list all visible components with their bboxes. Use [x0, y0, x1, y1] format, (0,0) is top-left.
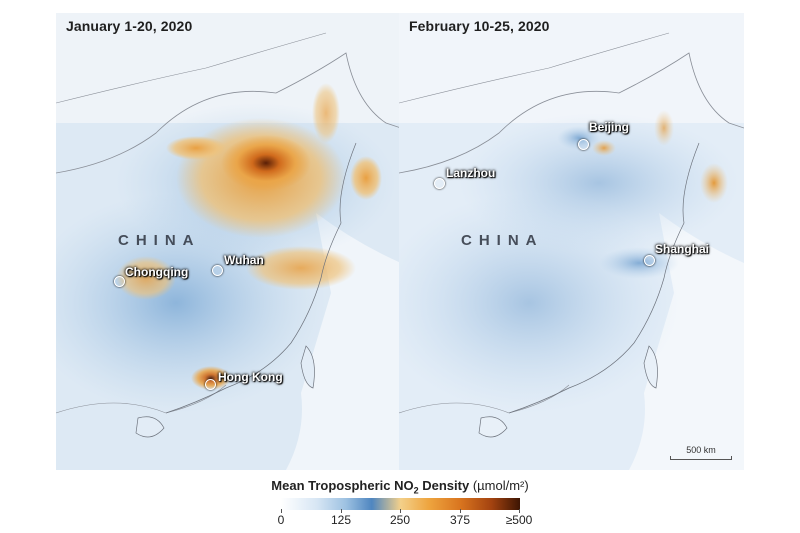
legend-tickmark	[460, 509, 461, 513]
city-marker-wuhan	[212, 265, 223, 276]
city-marker-lanzhou	[434, 178, 445, 189]
legend-tick-label: 125	[330, 513, 352, 527]
no2-map-february	[399, 13, 744, 470]
legend-tick-label: ≥500	[505, 513, 533, 527]
pollution-area-beijing	[592, 140, 616, 156]
city-marker-shanghai	[644, 255, 655, 266]
legend-title-subscript: 2	[413, 485, 419, 496]
city-label-shanghai: Shanghai	[655, 242, 710, 256]
pollution-area-seoul	[700, 163, 728, 203]
color-legend: Mean Tropospheric NO2 Density (µmol/m²) …	[0, 475, 800, 533]
coastline	[165, 142, 357, 414]
legend-tickmark	[400, 509, 401, 513]
legend-title-main: Mean Tropospheric NO	[271, 478, 414, 493]
legend-tickmark	[519, 509, 520, 513]
legend-tickmark	[281, 509, 282, 513]
legend-units: (µmol/m²)	[472, 478, 529, 493]
legend-title: Mean Tropospheric NO2 Density (µmol/m²)	[0, 478, 800, 496]
city-label-chongqing: Chongqing	[125, 265, 189, 279]
city-marker-beijing	[578, 139, 589, 150]
city-marker-chongqing	[114, 276, 125, 287]
island-hainan	[478, 416, 508, 438]
border-line	[399, 52, 744, 174]
legend-tick-label: 0	[277, 513, 285, 527]
city-marker-hong-kong	[205, 379, 216, 390]
panel-title: February 10-25, 2020	[409, 18, 550, 34]
island-taiwan	[300, 345, 315, 389]
sea-area	[286, 213, 401, 470]
legend-tick-label: 375	[449, 513, 471, 527]
scale-bar: 500 km	[670, 445, 732, 460]
city-label-beijing: Beijing	[589, 120, 630, 134]
country-label: CHINA	[461, 232, 544, 249]
scale-bar-label: 500 km	[686, 445, 716, 455]
legend-tick-label: 250	[389, 513, 411, 527]
legend-tickmark	[341, 509, 342, 513]
border-line	[56, 52, 401, 174]
legend-title-rest: Density	[418, 478, 470, 493]
city-label-wuhan: Wuhan	[224, 253, 264, 267]
no2-map-january	[56, 13, 401, 470]
panel-title: January 1-20, 2020	[66, 18, 193, 34]
country-label: CHINA	[118, 232, 201, 249]
city-label-lanzhou: Lanzhou	[446, 166, 496, 180]
sea-area	[629, 213, 744, 470]
coastline	[508, 142, 700, 414]
map-panel-february: February 10-25, 2020 CHINA Beijing Lanzh…	[399, 13, 744, 470]
island-hainan	[135, 416, 165, 438]
legend-color-bar	[281, 498, 520, 510]
scale-bar-line	[670, 456, 732, 460]
island-taiwan	[643, 345, 658, 389]
city-label-hong-kong: Hong Kong	[218, 370, 283, 384]
map-panel-january: January 1-20, 2020 CHINA Chongqing Wuhan…	[56, 13, 401, 470]
